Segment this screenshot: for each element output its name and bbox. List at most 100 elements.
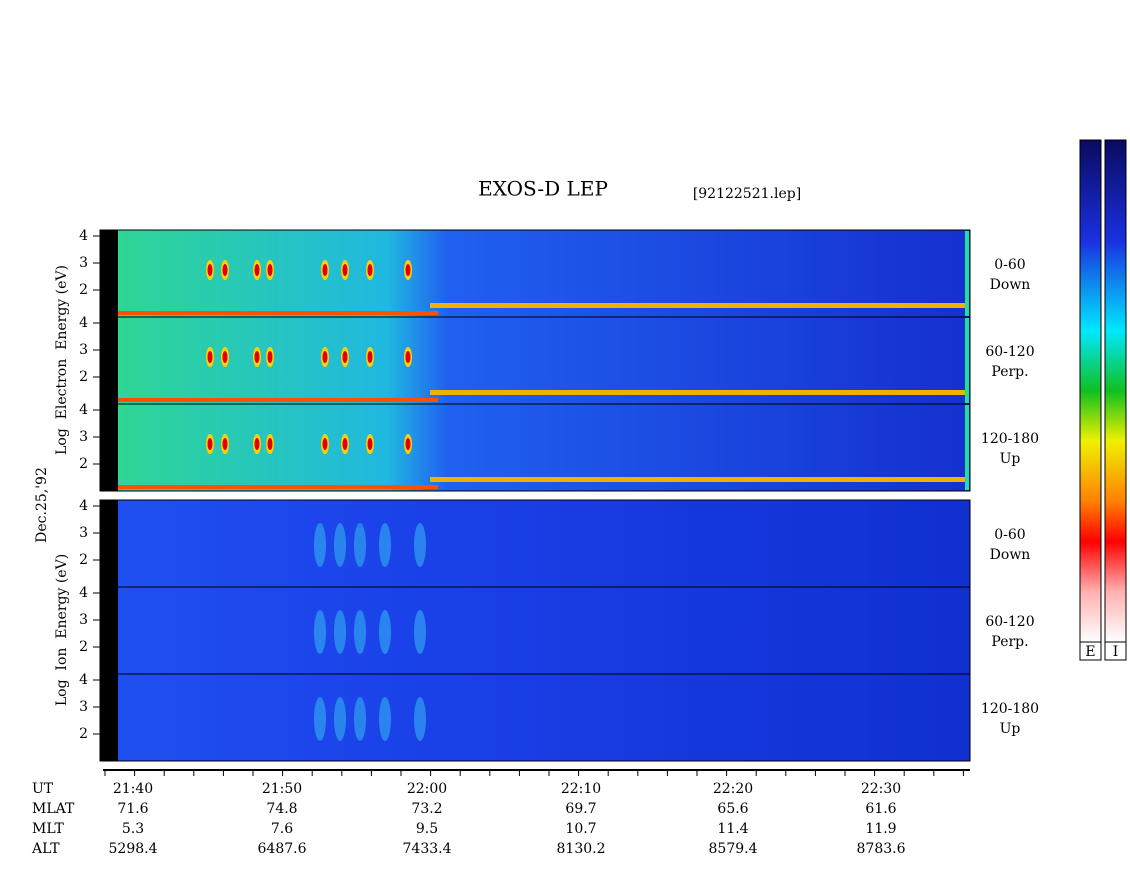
direction-label: Perp. xyxy=(991,364,1028,380)
color-bar-label: I xyxy=(1113,644,1119,660)
ion-feature xyxy=(414,523,426,567)
y-tick-label: 3 xyxy=(79,699,88,715)
row-value: 22:00 xyxy=(407,781,447,797)
angle-label: 120-180 xyxy=(981,431,1039,447)
ion-feature xyxy=(354,697,366,741)
y-tick-label: 2 xyxy=(79,456,88,472)
spectrogram xyxy=(99,499,971,588)
y-tick-label: 3 xyxy=(79,342,88,358)
plots: Log Electron Energy (eV) 4 3 2 0-60 Down 4 3 2 60… xyxy=(31,139,1127,857)
hot-spot xyxy=(222,438,228,450)
ion-feature xyxy=(414,697,426,741)
hot-spot xyxy=(322,438,328,450)
hot-spot xyxy=(267,438,273,450)
row-value: 11.4 xyxy=(717,821,748,837)
row-value: 5298.4 xyxy=(109,841,158,857)
data-gap xyxy=(100,317,118,404)
hot-spot xyxy=(405,264,411,276)
spectrogram xyxy=(99,586,971,675)
hot-spot xyxy=(207,438,213,450)
energy-band xyxy=(118,311,438,315)
angle-label: 0-60 xyxy=(994,257,1025,273)
data-gap xyxy=(100,587,118,674)
spectrogram xyxy=(99,229,971,318)
hot-spot xyxy=(222,351,228,363)
ion-feature xyxy=(354,523,366,567)
hot-spot xyxy=(342,264,348,276)
row-value: 21:50 xyxy=(262,781,302,797)
ion-feature xyxy=(379,697,391,741)
y-tick-label: 4 xyxy=(79,498,88,514)
y-tick-label: 2 xyxy=(79,369,88,385)
data-gap xyxy=(100,230,118,317)
color-bar-label: E xyxy=(1085,644,1095,660)
angle-label: 0-60 xyxy=(994,527,1025,543)
date-label: Dec.25,'92 xyxy=(34,467,50,543)
hot-spot xyxy=(267,264,273,276)
hot-spot xyxy=(405,351,411,363)
hot-spot xyxy=(367,351,373,363)
row-value: 8130.2 xyxy=(557,841,606,857)
row-value: 74.8 xyxy=(266,801,297,817)
hot-spot xyxy=(367,438,373,450)
axis-label: Log Ion Energy (eV) xyxy=(54,554,70,706)
hot-spot xyxy=(367,264,373,276)
y-tick-label: 3 xyxy=(79,255,88,271)
ion-feature xyxy=(379,610,391,654)
color-bar xyxy=(1079,139,1102,643)
title: EXOS-D LEP xyxy=(478,177,608,201)
spectrogram xyxy=(99,403,971,492)
color-bar-box xyxy=(1104,641,1127,661)
y-tick-label: 4 xyxy=(79,585,88,601)
y-tick-label: 2 xyxy=(79,726,88,742)
direction-label: Down xyxy=(990,547,1031,563)
edge-strip xyxy=(965,501,969,586)
ion-feature xyxy=(354,610,366,654)
y-tick-label: 3 xyxy=(79,429,88,445)
row-value: 22:10 xyxy=(561,781,601,797)
y-tick-label: 4 xyxy=(79,228,88,244)
row-value: 69.7 xyxy=(565,801,596,817)
hot-spot xyxy=(254,351,260,363)
row-value: 21:40 xyxy=(113,781,153,797)
color-bar xyxy=(1104,139,1127,643)
ion-feature xyxy=(379,523,391,567)
row-value: 22:20 xyxy=(713,781,753,797)
axis-label: Log Electron Energy (eV) xyxy=(54,265,70,455)
row-value: 65.6 xyxy=(717,801,748,817)
hot-spot xyxy=(207,351,213,363)
energy-band xyxy=(430,390,965,395)
ion-feature xyxy=(314,697,326,741)
hot-spot xyxy=(322,351,328,363)
y-tick-label: 3 xyxy=(79,612,88,628)
y-tick-label: 3 xyxy=(79,525,88,541)
row-value: 61.6 xyxy=(865,801,896,817)
energy-band xyxy=(430,303,965,308)
row-value: 5.3 xyxy=(122,821,144,837)
direction-label: Perp. xyxy=(991,634,1028,650)
direction-label: Down xyxy=(990,277,1031,293)
angle-label: 120-180 xyxy=(981,701,1039,717)
energy-band xyxy=(430,477,965,482)
row-value: 7.6 xyxy=(271,821,293,837)
hot-spot xyxy=(254,438,260,450)
row-value: 8579.4 xyxy=(709,841,758,857)
edge-strip xyxy=(965,588,969,673)
row-value: 10.7 xyxy=(565,821,596,837)
y-tick-label: 2 xyxy=(79,639,88,655)
ion-feature xyxy=(414,610,426,654)
spectrogram xyxy=(99,316,971,405)
ion-feature xyxy=(334,523,346,567)
hot-spot xyxy=(342,351,348,363)
row-value: 6487.6 xyxy=(258,841,307,857)
angle-label: 60-120 xyxy=(985,614,1034,630)
row-value: 71.6 xyxy=(117,801,148,817)
data-gap xyxy=(100,404,118,491)
row-label: MLAT xyxy=(32,801,75,817)
hot-spot xyxy=(207,264,213,276)
row-value: 8783.6 xyxy=(857,841,906,857)
hot-spot xyxy=(222,264,228,276)
row-value: 22:30 xyxy=(861,781,901,797)
hot-spot xyxy=(342,438,348,450)
energy-band xyxy=(118,485,438,489)
